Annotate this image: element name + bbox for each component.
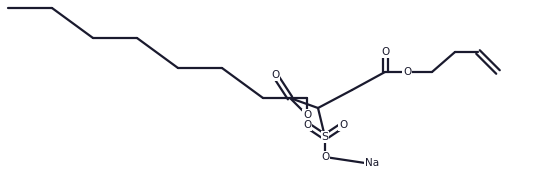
Text: O: O	[303, 110, 311, 120]
Text: O: O	[381, 47, 389, 57]
Text: O: O	[403, 67, 411, 77]
Text: O: O	[271, 70, 279, 80]
Text: O: O	[321, 152, 329, 162]
Text: S: S	[322, 132, 329, 142]
Text: O: O	[339, 120, 347, 130]
Text: O: O	[303, 120, 311, 130]
Text: Na: Na	[365, 158, 379, 168]
